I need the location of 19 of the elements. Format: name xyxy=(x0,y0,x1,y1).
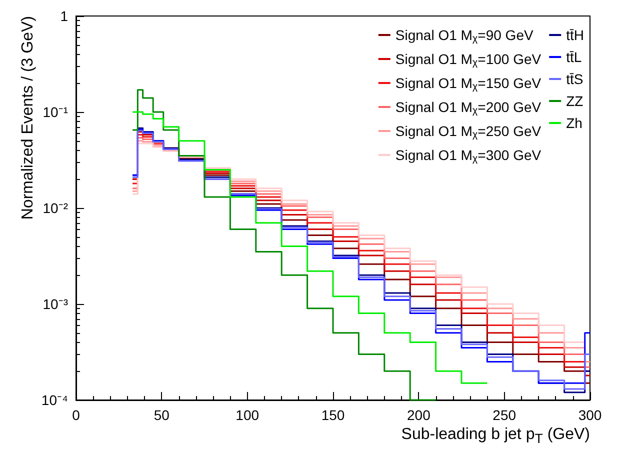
y-tick-label: 1 xyxy=(60,8,68,24)
x-tick-label: 200 xyxy=(406,407,431,423)
y-tick-label: 10⁻² xyxy=(42,200,68,216)
x-tick-label: 150 xyxy=(321,407,345,423)
x-tick-label: 250 xyxy=(492,407,516,423)
x-axis-title: Sub-leading b jet p$_{T}$ (GeV) xyxy=(401,426,590,446)
legend-label: Zh xyxy=(566,115,582,131)
x-tick-label: 100 xyxy=(236,407,260,423)
y-tick-label: 10⁻¹ xyxy=(42,104,68,120)
x-tick-label: 300 xyxy=(578,407,602,423)
legend-label: ZZ xyxy=(566,93,584,109)
legend-label: tt̄S xyxy=(566,71,584,87)
y-tick-label: 10⁻³ xyxy=(42,296,68,312)
legend-label: tt̄H xyxy=(566,27,584,43)
legend-label: tt̄L xyxy=(566,49,582,65)
x-tick-label: 0 xyxy=(72,407,80,423)
y-axis-title: Normalized Events / (3 GeV) xyxy=(20,16,36,220)
y-tick-label: 10⁻⁴ xyxy=(41,392,68,408)
x-tick-label: 50 xyxy=(154,407,170,423)
